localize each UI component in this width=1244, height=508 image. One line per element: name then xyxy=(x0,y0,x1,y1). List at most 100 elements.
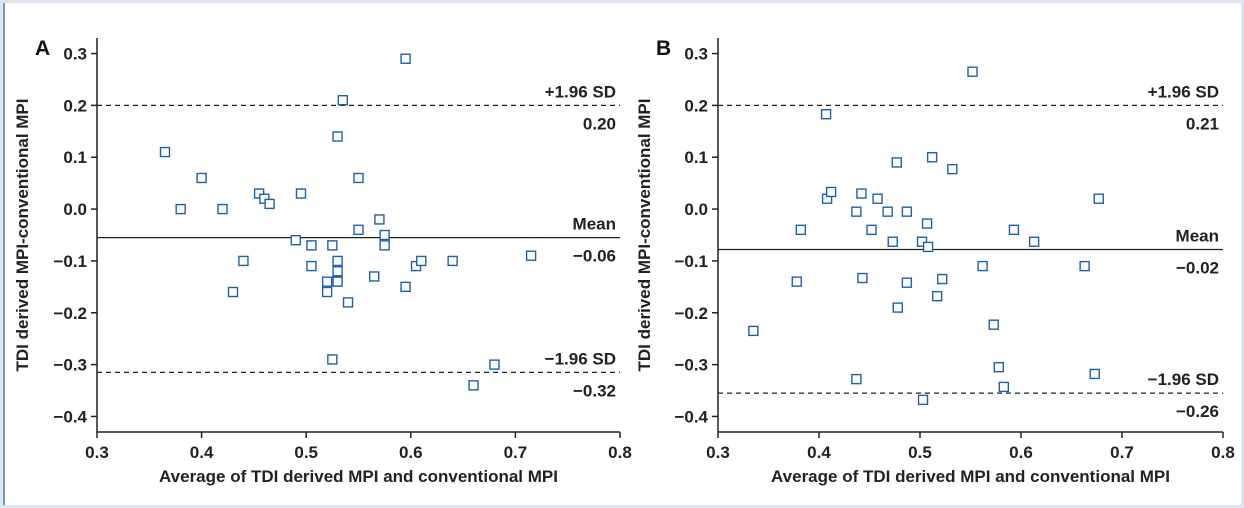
panel-b-y-tick-label: 0.3 xyxy=(684,45,708,64)
panel-b-x-tick-label: 0.4 xyxy=(807,443,831,462)
panel-b-data-point xyxy=(856,188,867,199)
panel-b-data-point xyxy=(851,206,862,217)
panel-a-y-tick-label: −0.4 xyxy=(53,407,87,426)
panel-a-data-point xyxy=(447,255,458,267)
panel-b-data-point xyxy=(1008,224,1020,236)
panel-b-lower-label: −1.96 SD xyxy=(1148,370,1219,389)
panel-a-data-point xyxy=(525,250,537,261)
panel-b-mean-label: Mean xyxy=(1176,227,1219,246)
panel-a-upper-value: 0.20 xyxy=(583,114,616,133)
panel-b-lower-value: −0.26 xyxy=(1176,402,1219,421)
panel-b-data-point xyxy=(795,224,807,236)
panel-a-y-tick-label: 0.1 xyxy=(63,148,87,167)
panel-b-x-tick-label: 0.8 xyxy=(1211,443,1235,462)
panel-b-x-tick-label: 0.5 xyxy=(908,443,932,462)
panel-a-data-point xyxy=(337,95,349,106)
panel-b-data-point xyxy=(937,273,948,285)
panel-b-data-point xyxy=(998,381,1010,393)
panel-a-data-point xyxy=(353,172,364,184)
panel-b-data-point xyxy=(917,394,929,406)
panel-b-data-point xyxy=(1089,368,1100,380)
panel-a-data-point xyxy=(238,255,249,267)
panel-b-data-point xyxy=(901,206,913,217)
panel-b-data-point xyxy=(988,319,999,330)
panel-a-data-point xyxy=(321,286,333,298)
panel-a-data-point xyxy=(342,297,354,308)
panel-a-data-point xyxy=(368,271,380,282)
panel-a-data-point xyxy=(400,281,411,293)
panel-a-lower-value: −0.32 xyxy=(573,381,616,400)
panel-b-data-point xyxy=(748,325,759,337)
panel-a-y-axis-label: TDI derived MPI-conventional MPI xyxy=(13,99,32,372)
panel-b-data-point xyxy=(967,66,978,77)
panel-a-x-tick-label: 0.4 xyxy=(190,443,214,462)
panel-a-y-tick-label: 0.0 xyxy=(63,200,87,219)
panel-a-data-point xyxy=(332,276,343,287)
panel-a-data-point xyxy=(332,266,343,277)
panel-b-y-axis-label: TDI derived MPI-conventional MPI xyxy=(635,99,654,372)
panel-a-data-point xyxy=(290,234,301,246)
panel-a-x-tick-label: 0.5 xyxy=(294,443,318,462)
panel-b-data-point xyxy=(931,290,943,302)
panel-a-data-point xyxy=(159,146,171,158)
panel-b-y-tick-label: 0.2 xyxy=(684,96,708,115)
panel-b-data-point xyxy=(993,361,1004,373)
panel-a-data-point xyxy=(306,240,317,251)
panel-b-data-point xyxy=(820,109,832,120)
panel-a-data-point xyxy=(400,53,411,64)
panel-b-data-point xyxy=(887,236,898,247)
panel-b-data-point xyxy=(891,157,902,168)
panel-a-data-point xyxy=(295,188,307,199)
panel-a-lower-label: −1.96 SD xyxy=(545,349,616,368)
panel-a-y-tick-label: 0.3 xyxy=(63,45,87,64)
panel-b-y-tick-label: −0.4 xyxy=(674,407,708,426)
panel-a-y-tick-label: −0.1 xyxy=(53,252,87,271)
panel-b-data-point xyxy=(857,272,868,284)
panel-a-data-point xyxy=(264,198,275,210)
panel-b-data-point xyxy=(872,193,883,204)
panel-a-data-point xyxy=(353,224,364,236)
panel-b-data-point xyxy=(926,152,938,163)
panel-a-data-point xyxy=(468,380,479,391)
panel-b-upper-label: +1.96 SD xyxy=(1148,82,1219,101)
panel-a-y-tick-label: −0.3 xyxy=(53,356,87,375)
panel-b-mean-value: −0.02 xyxy=(1176,259,1219,278)
panel-a-x-tick-label: 0.8 xyxy=(608,443,632,462)
panel-a-data-point xyxy=(175,203,186,215)
panel-b-x-tick-label: 0.3 xyxy=(706,443,730,462)
panel-b-x-tick-label: 0.6 xyxy=(1009,443,1033,462)
panel-b-data-point xyxy=(892,302,903,313)
panel-a-data-point xyxy=(196,172,207,184)
panel-a-data-point xyxy=(327,240,338,251)
panel-a-data-point xyxy=(379,229,390,241)
panel-b-data-point xyxy=(1028,236,1040,247)
panel-a-x-tick-label: 0.7 xyxy=(504,443,528,462)
panel-b-data-point xyxy=(922,241,934,253)
panel-a-data-point xyxy=(416,255,427,267)
panel-b-data-point xyxy=(825,186,837,198)
panel-a-data-point xyxy=(374,214,385,225)
panel-b-data-point xyxy=(901,277,913,288)
panel-b-data-point xyxy=(791,276,802,287)
panel-b-data-point xyxy=(1093,193,1104,204)
panel-a-data-point xyxy=(306,260,317,272)
panel-b-data-point xyxy=(851,373,862,385)
panel-a-x-tick-label: 0.6 xyxy=(399,443,423,462)
panel-b-x-axis-label: Average of TDI derived MPI and conventio… xyxy=(771,467,1170,486)
panel-b-data-point xyxy=(1079,260,1090,272)
panel-a-data-point xyxy=(332,131,343,142)
panel-b-x-tick-label: 0.7 xyxy=(1110,443,1134,462)
panel-b-y-tick-label: −0.2 xyxy=(674,304,708,323)
panel-b-y-tick-label: −0.3 xyxy=(674,356,708,375)
panel-b-data-point xyxy=(882,206,893,217)
panel-a-data-point xyxy=(379,240,390,251)
panel-a-mean-value: −0.06 xyxy=(573,247,616,266)
panel-a-data-point xyxy=(332,255,343,267)
panel-a-data-point xyxy=(227,286,239,298)
figure-frame: A 0.3 0.2 0.1 0.0 −0.1 −0.2 −0.3 −0.4 0.3 0.4 0.5 0.… xyxy=(3,3,1241,505)
panel-a-letter: A xyxy=(35,37,50,60)
panel-a-x-tick-label: 0.3 xyxy=(85,443,109,462)
panel-a-y-tick-label: 0.2 xyxy=(63,96,87,115)
figure-canvas: A 0.3 0.2 0.1 0.0 −0.1 −0.2 −0.3 −0.4 0.3 0.4 0.5 0.… xyxy=(13,37,1235,486)
panel-b-y-tick-label: 0.0 xyxy=(684,200,708,219)
